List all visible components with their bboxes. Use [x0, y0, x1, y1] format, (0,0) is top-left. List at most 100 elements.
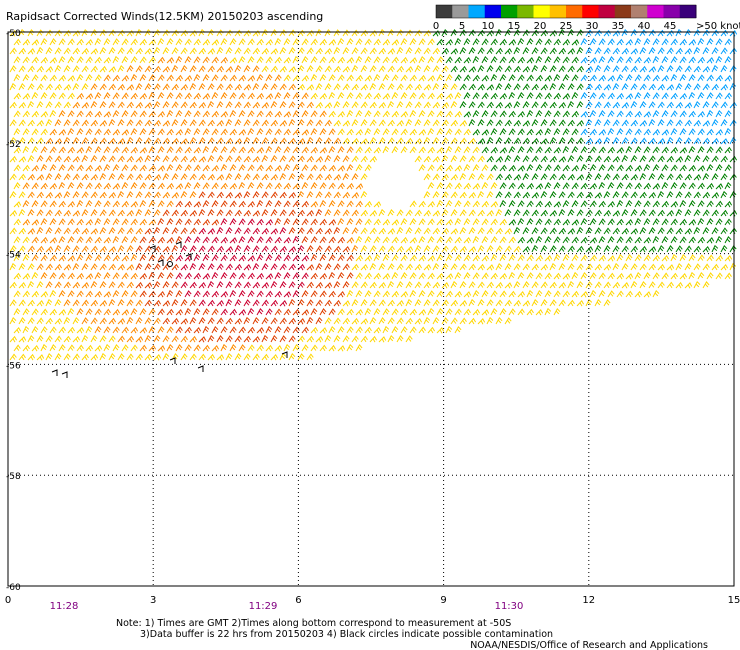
- wind-barb: [211, 325, 219, 334]
- wind-barb: [607, 164, 615, 172]
- wind-barb: [135, 208, 143, 217]
- wind-barb: [54, 263, 63, 271]
- wind-barb: [382, 218, 391, 226]
- wind-barb: [148, 236, 156, 244]
- wind-barb: [261, 28, 269, 37]
- wind-barb: [81, 137, 89, 145]
- wind-barb: [634, 74, 642, 82]
- wind-barb: [319, 199, 327, 208]
- wind-barb-calm: [281, 351, 288, 358]
- wind-barb: [337, 217, 345, 226]
- note-line-1: Note: 1) Times are GMT 2)Times along bot…: [116, 618, 511, 629]
- wind-barb: [544, 218, 552, 226]
- wind-barb: [594, 29, 602, 37]
- wind-barb: [301, 129, 310, 136]
- wind-barb: [171, 64, 179, 73]
- wind-barb: [144, 317, 152, 325]
- wind-barb: [27, 245, 35, 253]
- wind-barb: [436, 253, 444, 262]
- wind-barb: [90, 263, 98, 271]
- wind-barb: [94, 91, 102, 100]
- wind-barb: [153, 226, 161, 235]
- wind-barb: [360, 138, 369, 145]
- wind-barb: [621, 227, 630, 235]
- colorbar-swatch: [517, 5, 534, 18]
- wind-barb: [396, 335, 404, 343]
- wind-barb: [162, 29, 170, 37]
- wind-barb: [711, 83, 719, 91]
- wind-barb: [715, 74, 724, 82]
- wind-barb: [337, 326, 345, 334]
- wind-barb: [679, 272, 688, 280]
- wind-barb: [279, 172, 287, 181]
- wind-barb: [175, 344, 183, 352]
- wind-barb: [670, 236, 678, 244]
- wind-barb: [355, 164, 363, 172]
- wind-barb: [670, 73, 678, 82]
- wind-barb: [427, 326, 436, 334]
- wind-barb: [184, 218, 192, 226]
- wind-barb: [454, 271, 462, 280]
- wind-barb: [724, 164, 732, 172]
- wind-barb: [121, 290, 129, 298]
- wind-barb: [612, 227, 620, 235]
- wind-barb: [409, 200, 417, 208]
- wind-barb: [522, 263, 530, 271]
- wind-barb: [675, 208, 683, 217]
- wind-barb: [292, 38, 300, 46]
- wind-barb: [306, 264, 315, 271]
- wind-barb: [414, 101, 422, 109]
- wind-barb: [220, 163, 228, 172]
- wind-barb: [193, 182, 201, 190]
- wind-barb: [126, 173, 134, 181]
- wind-barb: [621, 173, 629, 181]
- wind-barb: [427, 290, 435, 298]
- wind-barb: [499, 110, 507, 118]
- wind-barb: [45, 137, 53, 145]
- wind-barb: [513, 209, 521, 217]
- wind-barb: [346, 128, 354, 136]
- wind-barb: [517, 236, 526, 244]
- wind-barb: [103, 74, 111, 82]
- wind-barb: [576, 46, 584, 55]
- wind-barb: [598, 235, 606, 244]
- wind-barb: [427, 255, 436, 262]
- wind-barb: [324, 65, 332, 73]
- wind-barb: [517, 217, 525, 226]
- y-tick-labels: -50-52-54-56-58-60: [6, 29, 21, 593]
- wind-barb: [306, 209, 315, 217]
- wind-barb: [324, 299, 332, 307]
- wind-barb: [27, 299, 35, 307]
- wind-barb: [342, 29, 350, 37]
- wind-barb: [724, 218, 732, 226]
- wind-barb: [207, 228, 216, 235]
- wind-barb: [238, 164, 246, 172]
- wind-barb: [580, 200, 588, 208]
- wind-barb: [369, 227, 377, 235]
- wind-barb: [630, 65, 638, 73]
- wind-barb: [261, 137, 269, 145]
- wind-barb: [180, 227, 188, 235]
- wind-barb: [126, 190, 134, 199]
- wind-barb: [562, 290, 570, 298]
- wind-barb: [576, 155, 584, 163]
- wind-barb: [270, 29, 278, 37]
- wind-barb: [612, 47, 620, 55]
- wind-barb: [126, 353, 134, 361]
- wind-barb: [297, 281, 305, 289]
- wind-barb: [301, 146, 309, 154]
- wind-barb: [432, 136, 440, 145]
- wind-barb: [639, 101, 647, 109]
- wind-barb: [90, 228, 99, 235]
- wind-barb-calm: [175, 241, 182, 248]
- wind-barb: [18, 208, 26, 217]
- wind-barb: [315, 262, 323, 271]
- wind-barb: [153, 65, 161, 73]
- wind-barb: [463, 37, 471, 46]
- wind-barb: [450, 137, 458, 145]
- wind-barb: [711, 64, 719, 73]
- wind-barb: [310, 290, 318, 298]
- wind-barb: [58, 218, 66, 226]
- wind-barb: [157, 200, 165, 208]
